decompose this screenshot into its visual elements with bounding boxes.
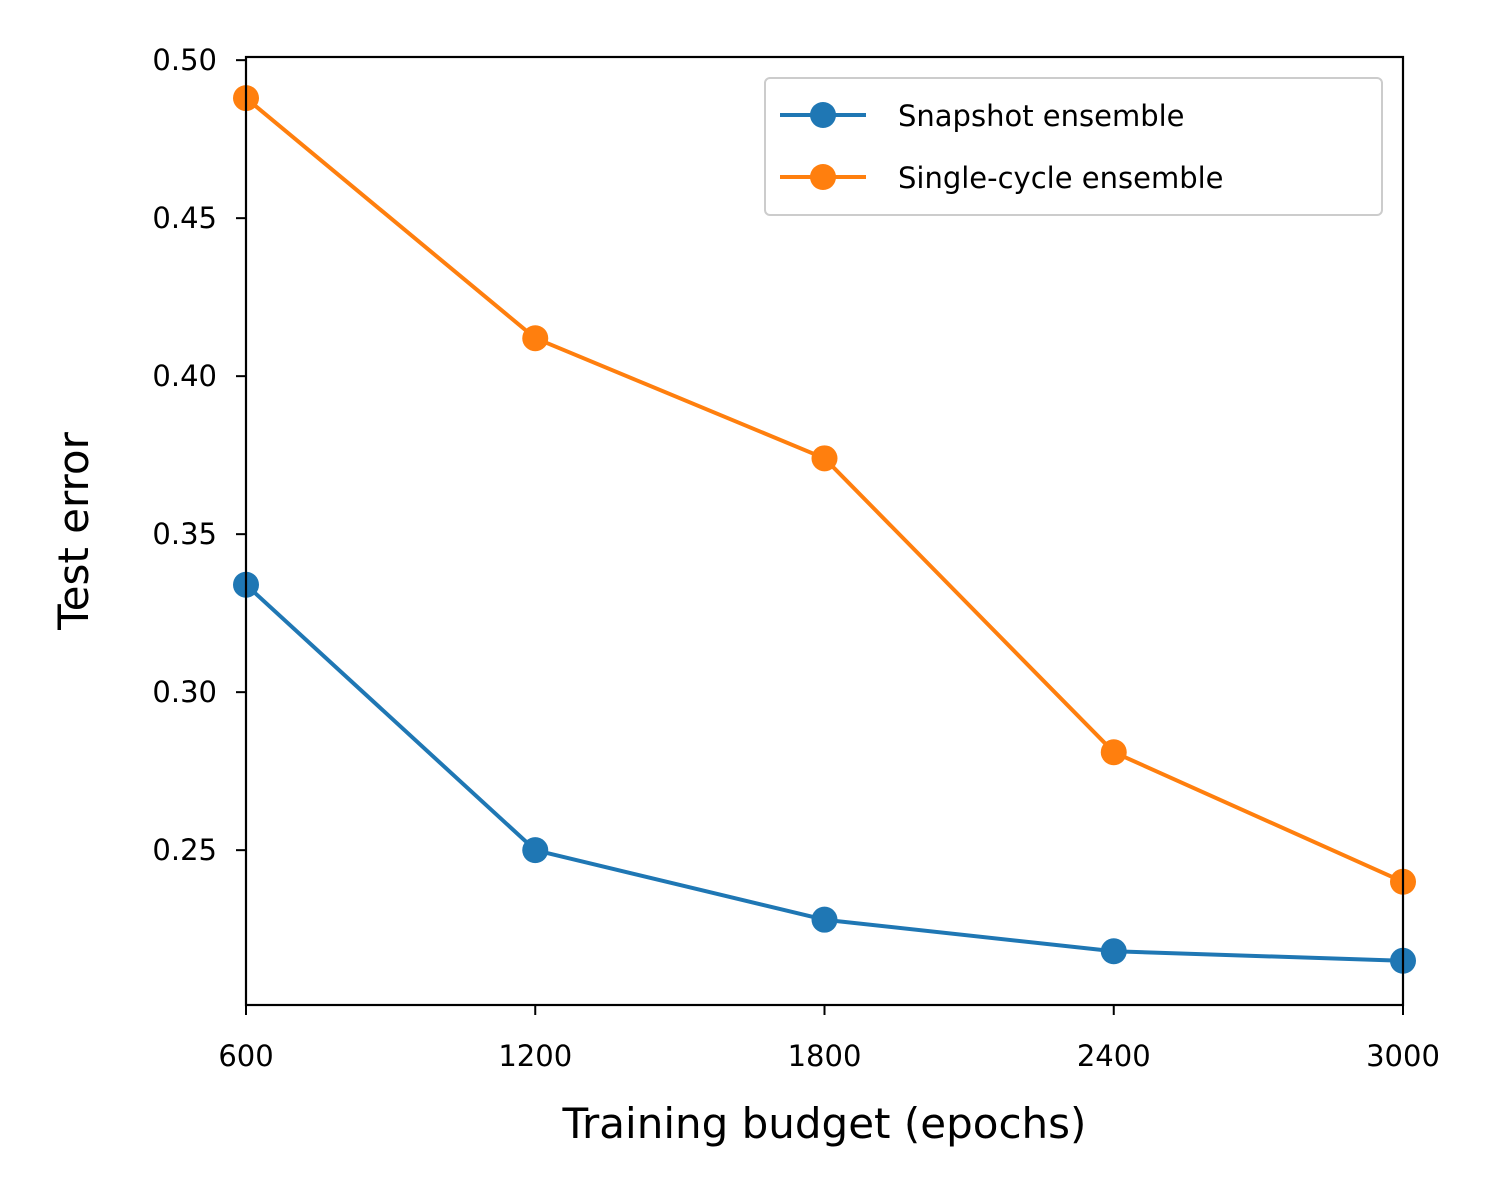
x-tick-label: 3000 — [1366, 1039, 1440, 1073]
data-point — [1100, 739, 1127, 766]
y-tick-label: 0.35 — [152, 517, 217, 551]
series-line — [244, 583, 1404, 963]
y-tick-label: 0.40 — [152, 359, 217, 393]
y-tick-label: 0.45 — [152, 201, 217, 235]
legend-marker — [810, 164, 836, 190]
x-axis: 600 1200 1800 2400 3000 — [218, 1005, 1440, 1073]
legend: Snapshot ensemble Single-cycle ensemble — [764, 77, 1383, 216]
legend-box — [764, 77, 1383, 216]
legend-marker — [810, 102, 836, 128]
x-tick-label: 1200 — [498, 1039, 572, 1073]
y-tick-label: 0.50 — [152, 43, 217, 77]
x-tick-label: 1800 — [788, 1039, 862, 1073]
data-point — [522, 325, 549, 352]
x-axis-title: Training budget (epochs) — [562, 1099, 1087, 1148]
legend-label: Single-cycle ensemble — [898, 161, 1224, 195]
y-axis: 0.25 0.30 0.35 0.40 0.45 0.50 — [152, 43, 246, 867]
y-tick-label: 0.30 — [152, 675, 217, 709]
legend-label: Snapshot ensemble — [898, 99, 1185, 133]
y-tick-label: 0.25 — [152, 833, 217, 867]
plot-marks — [233, 85, 1416, 974]
data-point — [811, 445, 838, 472]
data-point — [522, 837, 549, 864]
x-tick-label: 2400 — [1077, 1039, 1151, 1073]
x-tick-label: 600 — [218, 1039, 273, 1073]
data-point — [1100, 938, 1127, 965]
y-axis-title: Test error — [49, 431, 98, 630]
data-point — [811, 906, 838, 933]
